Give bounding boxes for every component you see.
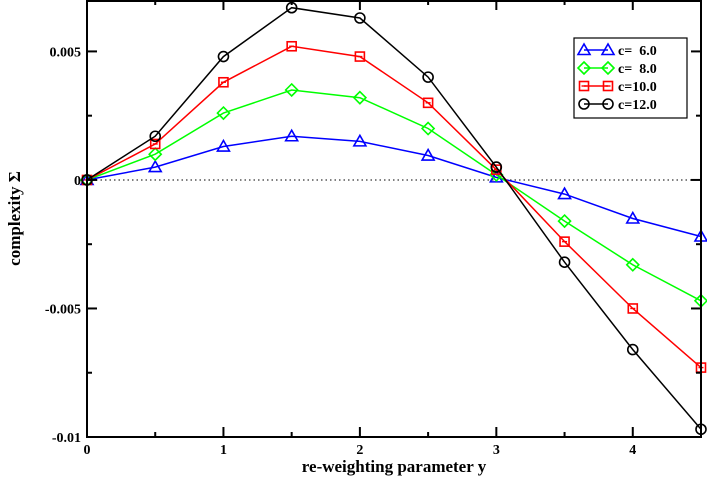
data-point <box>422 97 434 109</box>
legend-marker <box>578 98 590 110</box>
legend-marker <box>578 80 590 92</box>
y-axis-label: complexity Σ <box>5 171 24 266</box>
data-point <box>354 12 366 24</box>
y-tick-label: 0 <box>74 174 81 189</box>
x-axis-label: re-weighting parameter y <box>302 457 487 476</box>
data-point <box>422 71 434 83</box>
data-point <box>626 343 639 356</box>
y-tick-label: -0.01 <box>52 431 81 446</box>
legend-marker <box>602 80 614 92</box>
data-point <box>216 138 231 152</box>
series-line <box>86 135 702 238</box>
y-tick-label: -0.005 <box>45 302 81 317</box>
legend-marker <box>576 60 592 76</box>
data-point <box>557 186 572 200</box>
legend-entry: c=12.0 <box>578 98 657 113</box>
plot-frame <box>86 0 702 438</box>
legend-entry: c= 6.0 <box>576 42 657 59</box>
legend-label: c=12.0 <box>618 98 657 113</box>
data-point <box>558 256 571 269</box>
tick-labels: 0 1 2 3 4 -0.01 -0.005 0 0.005 <box>45 45 636 458</box>
x-tick-label: 2 <box>356 443 363 458</box>
legend-marker <box>576 42 592 56</box>
series-line <box>86 6 702 430</box>
legend-marker <box>600 60 616 76</box>
x-tick-label: 4 <box>629 443 636 458</box>
data-point <box>557 213 572 229</box>
series-layer <box>79 1 707 436</box>
ticks <box>86 0 701 438</box>
data-point <box>625 210 641 224</box>
data-point <box>284 128 300 142</box>
data-point <box>216 105 231 121</box>
legend-label: c= 8.0 <box>618 62 657 77</box>
data-point <box>217 50 230 63</box>
x-tick-label: 1 <box>220 443 227 458</box>
x-tick-label: 0 <box>84 443 91 458</box>
data-point <box>286 40 297 52</box>
data-point <box>284 82 299 98</box>
legend-label: c=10.0 <box>618 80 657 95</box>
legend-marker <box>600 42 616 56</box>
data-point <box>149 130 162 143</box>
data-point <box>559 236 570 247</box>
data-point <box>148 147 163 162</box>
series-line <box>86 45 702 369</box>
y-tick-label: 0.005 <box>50 45 82 60</box>
legend-entry: c=10.0 <box>578 80 657 95</box>
data-point <box>352 133 368 147</box>
legend-entry: c= 8.0 <box>576 60 657 77</box>
series <box>79 128 707 242</box>
x-tick-label: 3 <box>493 443 500 458</box>
legend-marker <box>602 98 614 110</box>
data-point <box>218 76 229 88</box>
data-point <box>149 138 161 150</box>
data-point <box>354 51 366 62</box>
legend: c= 6.0 c= 8.0 c=10.0 c=12.0 <box>573 37 688 119</box>
data-point <box>420 121 436 136</box>
legend-label: c= 6.0 <box>618 44 657 59</box>
data-point <box>490 161 503 173</box>
data-point <box>147 159 163 173</box>
data-point <box>627 303 639 314</box>
series-line <box>86 89 702 302</box>
data-point <box>420 147 436 161</box>
data-point <box>625 257 640 272</box>
data-point <box>352 90 368 105</box>
